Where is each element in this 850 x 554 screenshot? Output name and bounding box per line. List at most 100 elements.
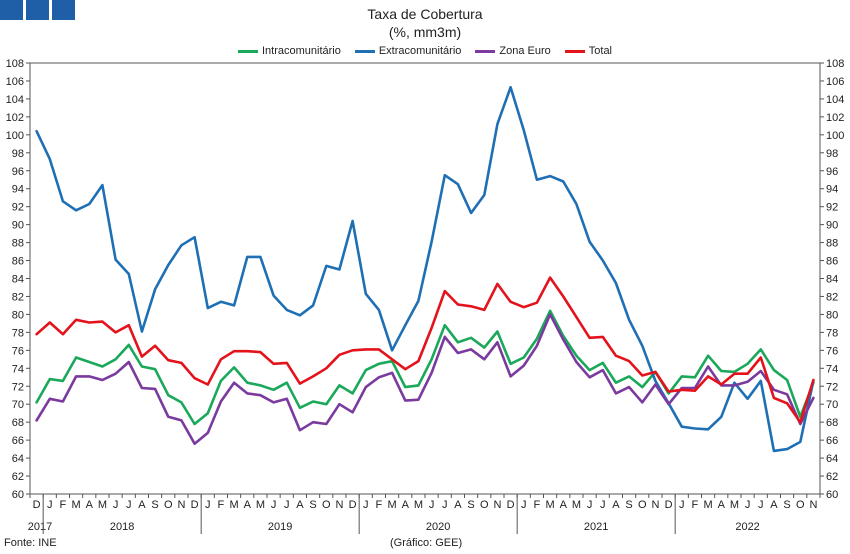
x-tick-label: N <box>809 499 817 511</box>
series-line-3 <box>35 276 815 424</box>
x-tick-label: A <box>718 499 726 511</box>
x-tick-label: M <box>730 499 739 511</box>
y-tick-label-right: 106 <box>826 76 844 88</box>
legend-swatch <box>354 49 375 53</box>
y-tick-label-left: 88 <box>12 238 24 250</box>
x-tick-label: S <box>309 499 316 511</box>
y-tick-label-left: 84 <box>12 274 24 286</box>
x-tick-label: M <box>71 499 80 511</box>
year-label: 2018 <box>110 521 134 533</box>
legend-swatch <box>237 49 258 53</box>
y-tick-label-left: 60 <box>12 489 24 501</box>
year-label: 2019 <box>268 521 292 533</box>
y-tick-label-right: 86 <box>826 256 838 268</box>
y-tick-label-right: 96 <box>826 166 838 178</box>
legend-swatch <box>564 49 585 53</box>
x-tick-label: A <box>454 499 462 511</box>
year-label: 2020 <box>426 521 450 533</box>
x-tick-label: S <box>467 499 474 511</box>
y-tick-label-left: 98 <box>12 148 24 160</box>
y-tick-label-left: 94 <box>12 184 24 196</box>
x-tick-label: S <box>151 499 158 511</box>
y-tick-label-right: 108 <box>826 58 844 70</box>
y-tick-label-right: 104 <box>826 94 844 106</box>
year-label: 2021 <box>584 521 608 533</box>
brand-logo-square-3 <box>52 0 75 20</box>
chart-title: Taxa de Cobertura <box>367 6 483 22</box>
x-tick-label: F <box>692 499 699 511</box>
series-line-0 <box>35 309 815 426</box>
x-tick-label: J <box>47 499 53 511</box>
y-tick-label-left: 104 <box>6 94 24 106</box>
chart-subtitle: (%, mm3m) <box>388 24 462 40</box>
brand-logo-square-2 <box>26 0 49 20</box>
x-tick-label: O <box>322 499 331 511</box>
y-tick-label-left: 100 <box>6 130 24 142</box>
y-tick-label-left: 62 <box>12 471 24 483</box>
brand-logo-square-1 <box>0 0 23 20</box>
x-tick-label: O <box>796 499 805 511</box>
y-tick-label-left: 64 <box>12 453 24 465</box>
series-line-1 <box>35 85 815 453</box>
y-tick-label-right: 80 <box>826 309 838 321</box>
y-tick-label-left: 106 <box>6 76 24 88</box>
x-tick-label: F <box>218 499 225 511</box>
x-tick-label: A <box>402 499 410 511</box>
x-tick-label: A <box>612 499 620 511</box>
year-label: 2022 <box>735 521 759 533</box>
x-tick-label: J <box>587 499 593 511</box>
x-tick-label: A <box>86 499 94 511</box>
y-tick-label-left: 96 <box>12 166 24 178</box>
x-tick-label: F <box>534 499 541 511</box>
chart-legend: Intracomunitário Extracomunitário Zona E… <box>0 45 850 57</box>
y-tick-label-left: 102 <box>6 112 24 124</box>
x-tick-label: A <box>244 499 252 511</box>
x-tick-label: M <box>414 499 423 511</box>
series-line-2 <box>35 313 815 446</box>
y-tick-label-right: 78 <box>826 327 838 339</box>
x-tick-label: J <box>679 499 685 511</box>
x-tick-label: J <box>600 499 606 511</box>
x-tick-label: A <box>770 499 778 511</box>
y-tick-label-right: 102 <box>826 112 844 124</box>
y-tick-label-right: 76 <box>826 345 838 357</box>
x-tick-label: M <box>387 499 396 511</box>
legend-label: Zona Euro <box>499 45 551 57</box>
x-tick-label: A <box>138 499 146 511</box>
y-tick-label-right: 66 <box>826 435 838 447</box>
y-tick-label-right: 82 <box>826 291 838 303</box>
year-label: 2017 <box>28 521 52 533</box>
y-tick-label-left: 80 <box>12 309 24 321</box>
x-tick-label: M <box>256 499 265 511</box>
y-tick-label-left: 78 <box>12 327 24 339</box>
y-tick-label-right: 74 <box>826 363 838 375</box>
y-tick-label-left: 76 <box>12 345 24 357</box>
y-tick-label-right: 68 <box>826 417 838 429</box>
y-tick-label-right: 90 <box>826 220 838 232</box>
x-tick-label: J <box>429 499 435 511</box>
x-tick-label: O <box>164 499 173 511</box>
x-tick-label: S <box>783 499 790 511</box>
legend-label: Intracomunitário <box>261 45 341 57</box>
credit-note: (Gráfico: GEE) <box>390 537 463 549</box>
y-tick-label-right: 88 <box>826 238 838 250</box>
y-tick-label-right: 70 <box>826 399 838 411</box>
y-tick-label-left: 68 <box>12 417 24 429</box>
y-tick-label-left: 90 <box>12 220 24 232</box>
x-tick-label: N <box>177 499 185 511</box>
legend-item-zona-euro: Zona Euro <box>475 45 551 57</box>
x-tick-label: M <box>98 499 107 511</box>
y-tick-label-left: 82 <box>12 291 24 303</box>
x-tick-label: N <box>335 499 343 511</box>
source-note: Fonte: INE <box>4 537 57 549</box>
x-tick-label: M <box>703 499 712 511</box>
legend-label: Total <box>588 45 613 57</box>
y-tick-label-left: 74 <box>12 363 24 375</box>
x-tick-label: J <box>442 499 448 511</box>
x-tick-label: F <box>376 499 383 511</box>
y-tick-label-right: 100 <box>826 130 844 142</box>
x-tick-label: M <box>545 499 554 511</box>
x-tick-label: J <box>126 499 132 511</box>
y-tick-label-left: 86 <box>12 256 24 268</box>
